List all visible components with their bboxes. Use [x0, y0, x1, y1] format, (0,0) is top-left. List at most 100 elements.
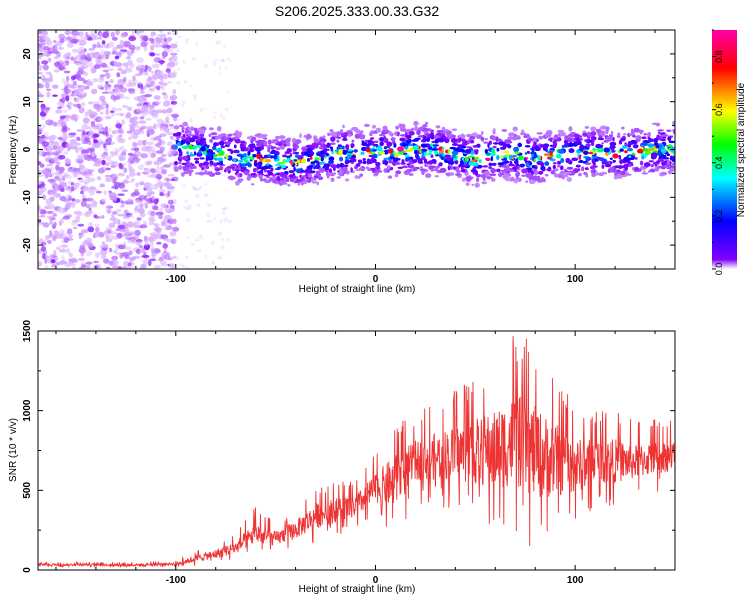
- heatmap-noise-cell: [46, 210, 54, 214]
- heatmap-signal-cell: [421, 170, 425, 175]
- heatmap-noise-cell: [139, 181, 145, 186]
- colorbar-label: Normalized spectral amplitude: [736, 82, 747, 217]
- heatmap-signal-cell: [506, 140, 513, 144]
- heatmap-noise-cell: [99, 32, 103, 39]
- heatmap-noise-cell: [102, 130, 107, 136]
- heatmap-noise-cell: [192, 187, 198, 191]
- heatmap-signal-cell: [552, 165, 556, 170]
- heatmap-signal-cell: [504, 177, 511, 182]
- heatmap-noise-cell: [93, 231, 100, 238]
- heatmap-noise-cell: [219, 257, 223, 260]
- heatmap-noise-cell: [59, 260, 64, 266]
- heatmap-noise-cell: [64, 203, 71, 210]
- heatmap-noise-cell: [155, 213, 161, 217]
- heatmap-signal-cell: [545, 148, 548, 152]
- heatmap-noise-cell: [124, 246, 132, 250]
- heatmap-signal-cell: [550, 158, 556, 162]
- heatmap-signal-cell: [330, 136, 336, 142]
- heatmap-signal-cell: [235, 180, 240, 186]
- heatmap-noise-cell: [72, 226, 78, 230]
- heatmap-noise-cell: [152, 123, 157, 130]
- heatmap-signal-cell: [614, 172, 618, 177]
- heatmap-noise-cell: [55, 53, 60, 58]
- heatmap-signal-cell: [237, 178, 244, 182]
- heatmap-signal-cell: [588, 139, 593, 143]
- heatmap-noise-cell: [94, 252, 100, 258]
- heatmap-noise-cell: [151, 63, 160, 69]
- heatmap-noise-cell: [217, 231, 222, 236]
- heatmap-signal-cell: [663, 154, 667, 160]
- heatmap-noise-cell: [76, 211, 83, 217]
- heatmap-signal-cell: [624, 143, 628, 147]
- heatmap-noise-cell: [100, 253, 107, 260]
- heatmap-noise-cell: [173, 70, 178, 77]
- heatmap-noise-cell: [144, 94, 152, 98]
- heatmap-signal-cell: [300, 175, 307, 178]
- heatmap-signal-cell: [400, 162, 406, 165]
- heatmap-noise-cell: [86, 52, 90, 59]
- heatmap-signal-cell: [353, 149, 359, 153]
- heatmap-signal-cell: [253, 161, 258, 167]
- heatmap-noise-cell: [78, 46, 85, 52]
- heatmap-signal-cell: [618, 155, 622, 160]
- heatmap-signal-cell: [500, 169, 508, 173]
- heatmap-signal-cell: [624, 150, 628, 154]
- heatmap-noise-cell: [106, 266, 111, 269]
- heatmap-noise-cell: [84, 111, 89, 117]
- heatmap-noise-cell: [219, 65, 222, 70]
- heatmap-signal-cell: [585, 172, 588, 178]
- heatmap-signal-cell: [538, 135, 544, 140]
- heatmap-signal-cell: [466, 146, 473, 149]
- heatmap-noise-cell: [175, 41, 179, 45]
- heatmap-noise-cell: [142, 97, 148, 102]
- heatmap-noise-cell: [86, 187, 95, 193]
- heatmap-signal-cell: [642, 170, 646, 175]
- heatmap-signal-cell: [558, 174, 562, 179]
- heatmap-signal-cell: [187, 131, 191, 135]
- heatmap-noise-cell: [117, 219, 121, 225]
- heatmap-signal-cell: [286, 148, 292, 153]
- heatmap-noise-cell: [110, 110, 114, 113]
- heatmap-signal-cell: [215, 135, 219, 140]
- heatmap-noise-cell: [183, 80, 188, 85]
- heatmap-signal-cell: [483, 141, 489, 144]
- heatmap-noise-cell: [131, 30, 136, 35]
- heatmap-noise-cell: [59, 115, 67, 119]
- heatmap-signal-cell: [610, 130, 614, 136]
- heatmap-signal-cell: [408, 131, 415, 136]
- heatmap-signal-cell: [607, 169, 611, 173]
- heatmap-noise-cell: [168, 57, 172, 62]
- heatmap-noise-cell: [80, 190, 84, 195]
- heatmap-noise-cell: [115, 112, 122, 116]
- heatmap-signal-cell: [581, 166, 585, 172]
- heatmap-signal-cell: [360, 151, 365, 155]
- heatmap-noise-cell: [168, 124, 174, 127]
- heatmap-noise-cell: [159, 146, 164, 152]
- heatmap-noise-cell: [46, 91, 51, 98]
- heatmap-noise-cell: [136, 30, 141, 36]
- heatmap-noise-cell: [126, 233, 134, 237]
- heatmap-noise-cell: [67, 105, 72, 110]
- heatmap-noise-cell: [119, 48, 126, 55]
- heatmap-noise-cell: [108, 91, 114, 94]
- heatmap-signal-cell: [397, 146, 404, 152]
- heatmap-signal-cell: [672, 130, 675, 135]
- heatmap-signal-cell: [194, 160, 200, 164]
- heatmap-signal-cell: [212, 145, 217, 151]
- heatmap-signal-cell: [531, 137, 537, 143]
- heatmap-noise-cell: [91, 188, 98, 192]
- heatmap-noise-cell: [112, 216, 116, 221]
- heatmap-noise-cell: [217, 40, 222, 45]
- heatmap-signal-cell: [379, 141, 385, 147]
- heatmap-noise-cell: [182, 184, 186, 187]
- heatmap-signal-cell: [327, 132, 331, 136]
- heatmap-signal-cell: [259, 146, 264, 150]
- heatmap-noise-cell: [208, 219, 213, 223]
- heatmap-signal-cell: [601, 142, 604, 145]
- heatmap-noise-cell: [153, 57, 161, 63]
- heatmap-signal-cell: [263, 141, 268, 146]
- heatmap-signal-cell: [482, 176, 486, 181]
- heatmap-signal-cell: [641, 136, 647, 139]
- heatmap-noise-cell: [121, 119, 125, 126]
